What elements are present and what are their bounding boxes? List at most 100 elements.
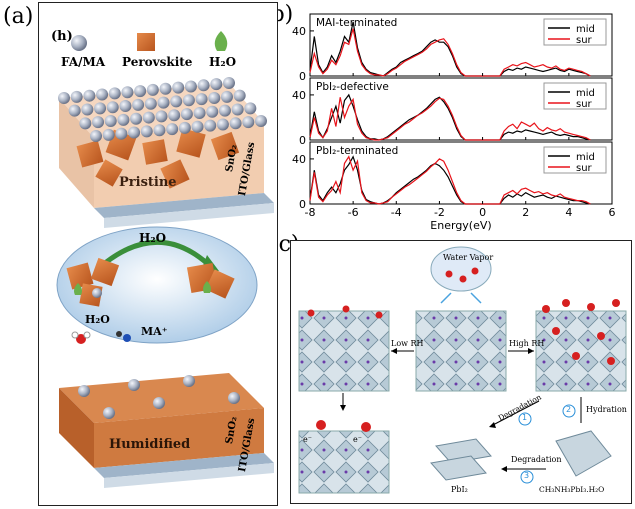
pristine-label: Pristine [119, 175, 177, 190]
fa-ma-ball [172, 81, 185, 94]
x-tick-label: 0 [479, 206, 486, 219]
fa-ma-ball [81, 103, 94, 116]
pristine-fa-ma-layer [58, 77, 267, 142]
panel-c-drawing [298, 246, 627, 494]
chart-title-2: PbI₂-terminated [316, 145, 398, 157]
y-tick-label: 0 [299, 198, 306, 211]
legend-box-0 [543, 18, 607, 46]
panel-b-dos-chart: 040MAI-terminatedmidsur040PbI₂-defective… [292, 13, 616, 232]
legend-label-sur: sur [576, 35, 593, 46]
humidified-film-front [94, 408, 264, 468]
fa-ma-ball [128, 126, 141, 139]
humidified-sno2-layer [94, 453, 274, 478]
fa-ma-ball [132, 98, 145, 111]
fa-ma-ball [121, 86, 134, 99]
series-mid-0 [309, 21, 591, 77]
ma-nitrogen-icon [123, 334, 131, 342]
panel-a-sub-label: (h) [51, 29, 73, 44]
step-2-badge [562, 404, 576, 418]
pbi2-sheet-1 [435, 438, 492, 464]
y-tick-label: 40 [292, 153, 306, 166]
fa-ma-ball [168, 109, 181, 122]
series-sur-1 [309, 97, 591, 141]
bubble-ma-label: MA⁺ [141, 325, 168, 338]
legend-box-1 [543, 82, 607, 110]
x-tick-label: 6 [609, 206, 616, 219]
step-1-badge [518, 412, 532, 426]
fa-ma-ball [184, 80, 197, 93]
y-tick-label: 40 [292, 89, 306, 102]
fa-ma-ball [94, 102, 107, 115]
fa-ma-ball [106, 101, 119, 114]
y-tick-label: 40 [292, 25, 306, 38]
water-vapor-label: Water Vapor [443, 253, 494, 262]
legend-label-mid: mid [576, 88, 595, 99]
x-tick-label: 2 [522, 206, 529, 219]
bubble-h2o-label: H₂O [139, 231, 167, 245]
fa-ma-ball [79, 117, 92, 130]
legend-perovskite: Perovskite [122, 55, 193, 69]
hydrate-crystal [555, 430, 612, 477]
degradation-arrow-1[interactable] [490, 400, 540, 427]
electron-label-2: e⁻ [353, 435, 362, 444]
fa-ma-ball [119, 100, 132, 113]
fa-ma-ball [204, 119, 217, 132]
fa-ma-ball [58, 92, 70, 104]
fa-ma-ball [229, 117, 242, 130]
y-tick-label: 0 [299, 134, 306, 147]
step-1-number: 1 [522, 413, 528, 422]
fa-ma-ball [155, 110, 168, 123]
hydrate-label: CH₃NH₃PbI₃.H₂O [539, 485, 605, 494]
pristine-film-left [59, 98, 94, 208]
x-tick-label: -4 [391, 206, 402, 219]
fa-ma-ball [244, 102, 257, 115]
fa-ma-ball [104, 115, 117, 128]
low-rh-lattice [298, 310, 390, 392]
legend-box-2 [543, 146, 607, 174]
humidified-film-left [59, 388, 94, 468]
fa-ma-ball [220, 90, 233, 103]
fa-ma-ball [255, 115, 267, 127]
step-3-badge [520, 470, 534, 484]
fa-ma-ball [180, 108, 193, 121]
fa-ma-ball [216, 118, 229, 131]
center-lattice [415, 310, 507, 392]
fa-ma-ball [102, 128, 115, 141]
low-rh-label: Low RH [391, 339, 424, 348]
electron-transfer-lattice [298, 430, 390, 494]
fa-ma-ball [140, 125, 153, 138]
fa-ma-ball [117, 113, 130, 126]
fa-ma-ball [144, 97, 157, 110]
y-tick-label: 0 [299, 70, 306, 83]
hydration-label: Hydration [586, 405, 627, 414]
x-tick-label: -8 [305, 206, 316, 219]
fa-ma-ball [166, 123, 179, 136]
humidified-fa-ma-layer [78, 375, 240, 419]
step-2-number: 2 [566, 405, 572, 414]
low-rh-water-molecules [307, 305, 383, 319]
fa-ma-ball [210, 78, 223, 91]
panel-a-drawing [56, 31, 274, 488]
high-rh-lattice [535, 310, 627, 392]
fa-ma-ball [159, 82, 172, 95]
legend-label-mid: mid [576, 24, 595, 35]
fa-ma-ball [142, 111, 155, 124]
fa-ma-ball [146, 83, 159, 96]
fa-ma-icon [71, 35, 87, 51]
bubble-crystals-left [66, 257, 120, 307]
water-drop-icon [214, 31, 228, 51]
chart-title-0: MAI-terminated [316, 17, 397, 29]
legend-label-sur: sur [576, 99, 593, 110]
pristine-sno2-layer [94, 193, 274, 218]
fa-ma-ball [223, 77, 235, 89]
water-oxygen-icon [76, 334, 86, 344]
fa-ma-ball [68, 104, 81, 117]
fa-ma-ball [182, 94, 195, 107]
legend-label-mid: mid [576, 152, 595, 163]
high-rh-water-molecules [542, 299, 620, 365]
fa-ma-ball [193, 106, 206, 119]
pbi2-sheet-2 [430, 455, 487, 481]
fa-ma-ball [108, 87, 121, 100]
x-tick-label: -2 [434, 206, 445, 219]
legend-h2o: H₂O [209, 55, 237, 69]
